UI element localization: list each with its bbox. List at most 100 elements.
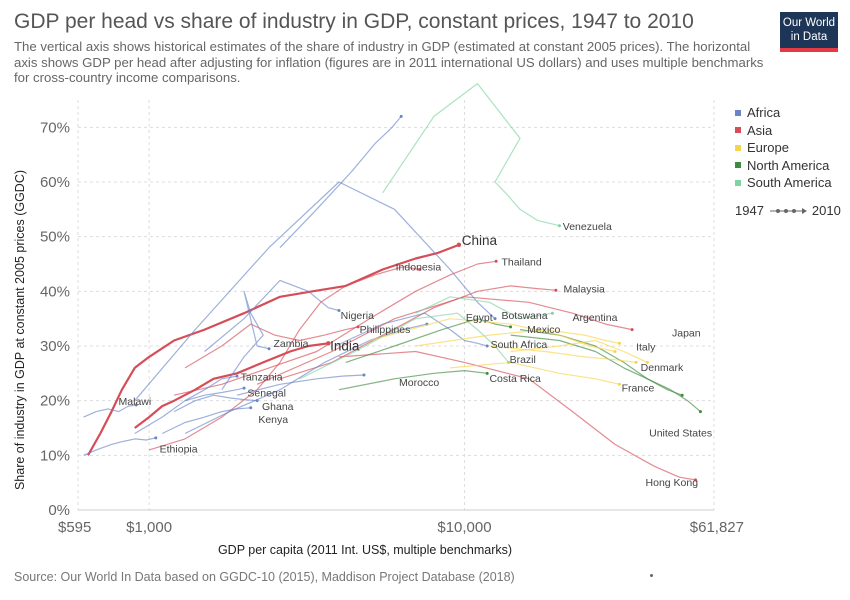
series-line-philippines[interactable] bbox=[184, 323, 359, 369]
series-line-indonesia[interactable] bbox=[148, 266, 420, 451]
series-end-point-philippines[interactable] bbox=[356, 325, 360, 329]
series-label-morocco: Morocco bbox=[399, 377, 439, 389]
series-line-india[interactable] bbox=[134, 342, 329, 429]
series-line-kenya[interactable] bbox=[161, 407, 251, 435]
series-end-point-thailand[interactable] bbox=[494, 259, 498, 263]
x-tick-label-2: $10,000 bbox=[437, 519, 491, 536]
series-end-point-malawi[interactable] bbox=[134, 403, 138, 407]
series-end-point-china[interactable] bbox=[456, 242, 462, 248]
series-end-point-ethiopia[interactable] bbox=[154, 436, 158, 440]
footer-dot bbox=[650, 574, 653, 577]
series-line-ethiopia[interactable] bbox=[83, 437, 156, 456]
series-label-malawi: Malawi bbox=[119, 396, 152, 408]
chart-subtitle: The vertical axis shows historical estim… bbox=[14, 39, 764, 85]
series-label-venezuela: Venezuela bbox=[563, 221, 612, 233]
series-label-senegal: Senegal bbox=[247, 387, 286, 399]
series-end-point-argentina[interactable] bbox=[550, 311, 554, 315]
legend-item-europe[interactable]: Europe bbox=[735, 139, 832, 157]
series-line-mauritius[interactable] bbox=[279, 116, 402, 249]
legend-item-south-america[interactable]: South America bbox=[735, 174, 832, 192]
series-end-point-botswana[interactable] bbox=[493, 317, 497, 321]
source-note: Source: Our World In Data based on GGDC-… bbox=[14, 570, 515, 584]
legend-item-africa[interactable]: Africa bbox=[735, 104, 832, 122]
legend-swatch-europe bbox=[735, 144, 741, 151]
series-end-point-hong-kong[interactable] bbox=[693, 478, 697, 482]
series-end-point-zambia[interactable] bbox=[267, 347, 271, 351]
series-end-point-kenya[interactable] bbox=[249, 406, 253, 410]
series-label-thailand: Thailand bbox=[501, 257, 541, 269]
series-end-point-sweden[interactable] bbox=[645, 360, 649, 364]
series-line-tanzania[interactable] bbox=[134, 375, 238, 435]
series-line-hong-kong[interactable] bbox=[338, 350, 696, 481]
series-end-point-tanzania[interactable] bbox=[235, 374, 239, 378]
series-line-zambia[interactable] bbox=[221, 290, 270, 391]
legend-label-south-america: South America bbox=[747, 175, 832, 191]
legend-label-north-america: North America bbox=[747, 157, 830, 173]
owid-logo[interactable]: Our World in Data bbox=[780, 12, 838, 52]
legend-swatch-north-america bbox=[735, 162, 741, 169]
series-end-point-nigeria[interactable] bbox=[337, 308, 341, 312]
series-line-sweden[interactable] bbox=[510, 339, 648, 363]
series-line-costa-rica[interactable] bbox=[338, 370, 488, 391]
chart-series-layer bbox=[83, 83, 702, 482]
series-end-point-south-africa[interactable] bbox=[485, 344, 489, 348]
series-end-point-malaysia[interactable] bbox=[554, 288, 558, 292]
series-line-canada[interactable] bbox=[510, 334, 701, 413]
legend-label-asia: Asia bbox=[747, 122, 773, 138]
series-end-point-united-states[interactable] bbox=[680, 393, 684, 397]
legend-item-asia[interactable]: Asia bbox=[735, 122, 832, 140]
series-end-point-italy[interactable] bbox=[617, 341, 621, 345]
series-label-hong-kong: Hong Kong bbox=[646, 477, 699, 489]
series-line-mexico[interactable] bbox=[345, 318, 511, 363]
series-line-france[interactable] bbox=[450, 361, 620, 385]
series-line-egypt[interactable] bbox=[184, 323, 428, 435]
series-line-thailand[interactable] bbox=[173, 260, 497, 396]
series-end-point-morocco[interactable] bbox=[362, 373, 366, 377]
series-line-malawi[interactable] bbox=[83, 404, 137, 418]
series-label-france: France bbox=[622, 382, 655, 394]
series-end-point-mexico[interactable] bbox=[509, 325, 513, 329]
series-line-nigeria[interactable] bbox=[204, 279, 340, 352]
chart-axis-layer: 0% 10% 20% 30% 40% 50% 60% 70% $595 $1,000 $10,000… bbox=[40, 119, 744, 536]
series-label-united-states: United States bbox=[649, 428, 712, 440]
series-line-spain[interactable] bbox=[369, 318, 616, 353]
series-line-venezuela[interactable] bbox=[382, 83, 560, 227]
series-line-china[interactable] bbox=[87, 243, 460, 456]
series-label-zambia: Zambia bbox=[274, 338, 309, 350]
series-end-point-costa-rica[interactable] bbox=[485, 371, 489, 375]
legend-item-north-america[interactable]: North America bbox=[735, 157, 832, 175]
series-label-philippines: Philippines bbox=[360, 324, 411, 336]
series-end-point-indonesia[interactable] bbox=[417, 267, 421, 271]
y-tick-label-3: 30% bbox=[40, 338, 70, 355]
region-legend: Africa Asia Europe North America South Ameri… bbox=[735, 104, 832, 192]
y-tick-label-6: 60% bbox=[40, 174, 70, 191]
series-label-botswana: Botswana bbox=[501, 310, 547, 322]
series-end-point-japan[interactable] bbox=[630, 328, 634, 332]
legend-label-africa: Africa bbox=[747, 105, 781, 121]
series-end-point-canada[interactable] bbox=[698, 410, 702, 414]
y-tick-label-1: 10% bbox=[40, 447, 70, 464]
series-line-japan[interactable] bbox=[256, 296, 633, 385]
legend-swatch-south-america bbox=[735, 179, 741, 186]
series-label-brazil: Brazil bbox=[510, 354, 536, 366]
series-line-argentina[interactable] bbox=[415, 296, 553, 320]
series-end-point-mauritius[interactable] bbox=[399, 114, 403, 118]
series-line-italy[interactable] bbox=[415, 329, 620, 347]
series-label-japan: Japan bbox=[672, 328, 701, 340]
series-end-point-denmark[interactable] bbox=[634, 360, 638, 364]
series-end-point-france[interactable] bbox=[617, 382, 621, 386]
series-end-point-spain[interactable] bbox=[613, 349, 617, 353]
series-label-malaysia: Malaysia bbox=[563, 283, 605, 295]
series-label-india: India bbox=[330, 338, 360, 353]
series-line-ghana[interactable] bbox=[173, 394, 258, 413]
y-tick-label-2: 20% bbox=[40, 393, 70, 410]
series-line-south-africa[interactable] bbox=[335, 312, 488, 347]
series-label-denmark: Denmark bbox=[641, 362, 684, 374]
x-tick-label-3: $61,827 bbox=[690, 519, 744, 536]
series-line-morocco[interactable] bbox=[236, 374, 365, 396]
series-line-botswana[interactable] bbox=[134, 181, 496, 402]
series-end-point-senegal[interactable] bbox=[242, 386, 246, 390]
series-label-costa-rica: Costa Rica bbox=[489, 373, 541, 385]
series-end-point-venezuela[interactable] bbox=[557, 224, 561, 228]
series-line-senegal[interactable] bbox=[184, 387, 245, 402]
